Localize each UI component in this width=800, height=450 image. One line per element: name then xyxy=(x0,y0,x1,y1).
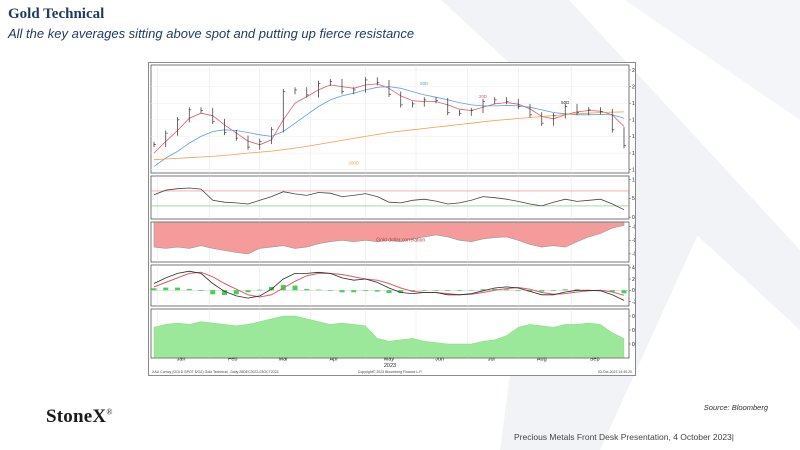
macd-histogram-bar xyxy=(198,290,204,291)
corr-tick-label: -0.80 xyxy=(632,252,635,258)
bloomberg-chart: Jan Feb Mar Apr May Jun Jul Aug Sep 2023 1750 1800 1… xyxy=(148,62,636,376)
macd-histogram-bar xyxy=(492,288,498,291)
ma-line-200D xyxy=(153,111,625,161)
macd-histogram-bar xyxy=(316,289,321,291)
macd-histogram-bar xyxy=(363,290,368,291)
month-label: May xyxy=(384,357,395,363)
panel-frame-correlation xyxy=(150,221,630,263)
price-tick-label: 2050 xyxy=(632,68,635,74)
macd-histogram-bar xyxy=(504,289,509,291)
macd-histogram-bar xyxy=(245,290,251,293)
corr-tick-label: -0.60 xyxy=(632,238,635,244)
macd-histogram-bar xyxy=(515,290,521,291)
macd-histogram-bar xyxy=(151,288,157,291)
macd-histogram-bar xyxy=(163,287,169,291)
macd-tick-label: 40 xyxy=(632,266,635,272)
stonex-logo: StoneX® xyxy=(46,406,113,427)
macd-histogram-bar xyxy=(351,290,357,293)
bottom-tick-label: 0.70 xyxy=(632,342,635,348)
ma-label-50D: 50D xyxy=(561,100,570,105)
month-label: Apr xyxy=(329,357,338,363)
chart-canvas: Jan Feb Mar Apr May Jun Jul Aug Sep 2023 1750 1800 1… xyxy=(150,64,635,374)
bottom-tick-label: 0.80 xyxy=(632,328,635,334)
footer-text: Precious Metals Front Desk Presentation,… xyxy=(513,432,734,442)
rsi-line xyxy=(153,187,625,211)
macd-histogram-bar xyxy=(292,285,298,291)
macd-histogram-bar xyxy=(175,287,180,291)
slide-title: Gold Technical xyxy=(8,6,105,22)
corr-tick-label: -0.40 xyxy=(632,225,635,231)
price-tick-label: 1800 xyxy=(632,151,635,157)
panel-frame-macd xyxy=(150,264,630,307)
panel-frame-rsi xyxy=(150,175,630,220)
month-label: Jan xyxy=(177,357,186,363)
macd-tick-label: 0 xyxy=(632,288,635,294)
rsi-tick-label: 0 xyxy=(632,215,635,221)
macd-histogram-bar xyxy=(457,290,462,291)
price-tick-label: 2000 xyxy=(632,84,635,90)
macd-histogram-bar xyxy=(374,290,380,292)
macd-histogram-bar xyxy=(574,289,580,291)
month-label: Jun xyxy=(435,357,444,363)
chart-footer-center: Copyright© 2023 Bloomberg Finance L.P. xyxy=(358,370,423,374)
macd-histogram-bar xyxy=(339,290,345,293)
panel-frame-price xyxy=(150,64,630,174)
rsi-tick-label: 100 xyxy=(632,178,635,184)
macd-histogram-bar xyxy=(421,290,427,291)
macd-histogram-bar xyxy=(539,290,545,292)
macd-histogram-bar xyxy=(480,289,486,291)
macd-histogram-bar xyxy=(257,289,263,291)
month-label: Aug xyxy=(537,357,547,363)
macd-histogram-bar xyxy=(186,288,192,291)
panel-frame-bottom xyxy=(150,308,630,359)
macd-histogram-bar xyxy=(621,290,627,294)
macd-histogram-bar xyxy=(386,290,392,293)
month-label: Feb xyxy=(228,357,237,363)
macd-histogram-bar xyxy=(233,290,239,295)
month-label: Mar xyxy=(279,357,289,363)
macd-histogram-bar xyxy=(609,290,615,292)
macd-histogram-bar xyxy=(433,290,439,291)
ma-label-200D: 200D xyxy=(348,161,360,166)
macd-histogram-bar xyxy=(398,290,404,293)
price-tick-label: 1850 xyxy=(632,134,635,140)
rsi-tick-label: 50 xyxy=(632,196,635,202)
logo-text: StoneX xyxy=(46,406,107,427)
correlation-annotation: Gold dollar correlation xyxy=(376,238,425,244)
macd-line xyxy=(153,270,625,301)
macd-histogram-bar xyxy=(269,286,274,291)
price-tick-label: 1900 xyxy=(632,118,635,124)
macd-histogram-bar xyxy=(445,290,451,291)
macd-histogram-bar xyxy=(210,290,216,295)
macd-histogram-bar xyxy=(468,289,474,291)
source-note: Source: Bloomberg xyxy=(703,403,768,412)
macd-histogram-bar xyxy=(551,290,556,291)
macd-histogram-bar xyxy=(527,290,533,292)
bottom-tick-label: 0.90 xyxy=(632,314,635,320)
macd-signal-line xyxy=(153,271,625,298)
macd-histogram-bar xyxy=(327,290,333,291)
macd-tick-label: -20 xyxy=(632,299,635,305)
chart-footer-left: XAU Curncy (GOLD SPOT $/OZ) Gold Technic… xyxy=(152,370,279,374)
macd-tick-label: 20 xyxy=(632,277,635,283)
slide-subtitle: All the key averages sitting above spot … xyxy=(8,26,415,41)
month-label: Jul xyxy=(488,357,495,363)
chart-footer-right: 03-Oct-2023 14:40:20 xyxy=(598,370,632,374)
bottom-area xyxy=(153,315,625,358)
ma-label-50D: 50D xyxy=(420,81,429,86)
month-label: Sep xyxy=(590,357,600,363)
ma-label-20D: 20D xyxy=(479,94,488,99)
price-tick-label: 1950 xyxy=(632,101,635,107)
price-tick-label: 1750 xyxy=(632,167,635,173)
macd-histogram-bar xyxy=(562,289,568,291)
macd-histogram-bar xyxy=(304,288,310,291)
macd-histogram-bar xyxy=(222,290,227,295)
year-label: 2023 xyxy=(384,363,396,369)
correlation-area xyxy=(153,222,625,255)
